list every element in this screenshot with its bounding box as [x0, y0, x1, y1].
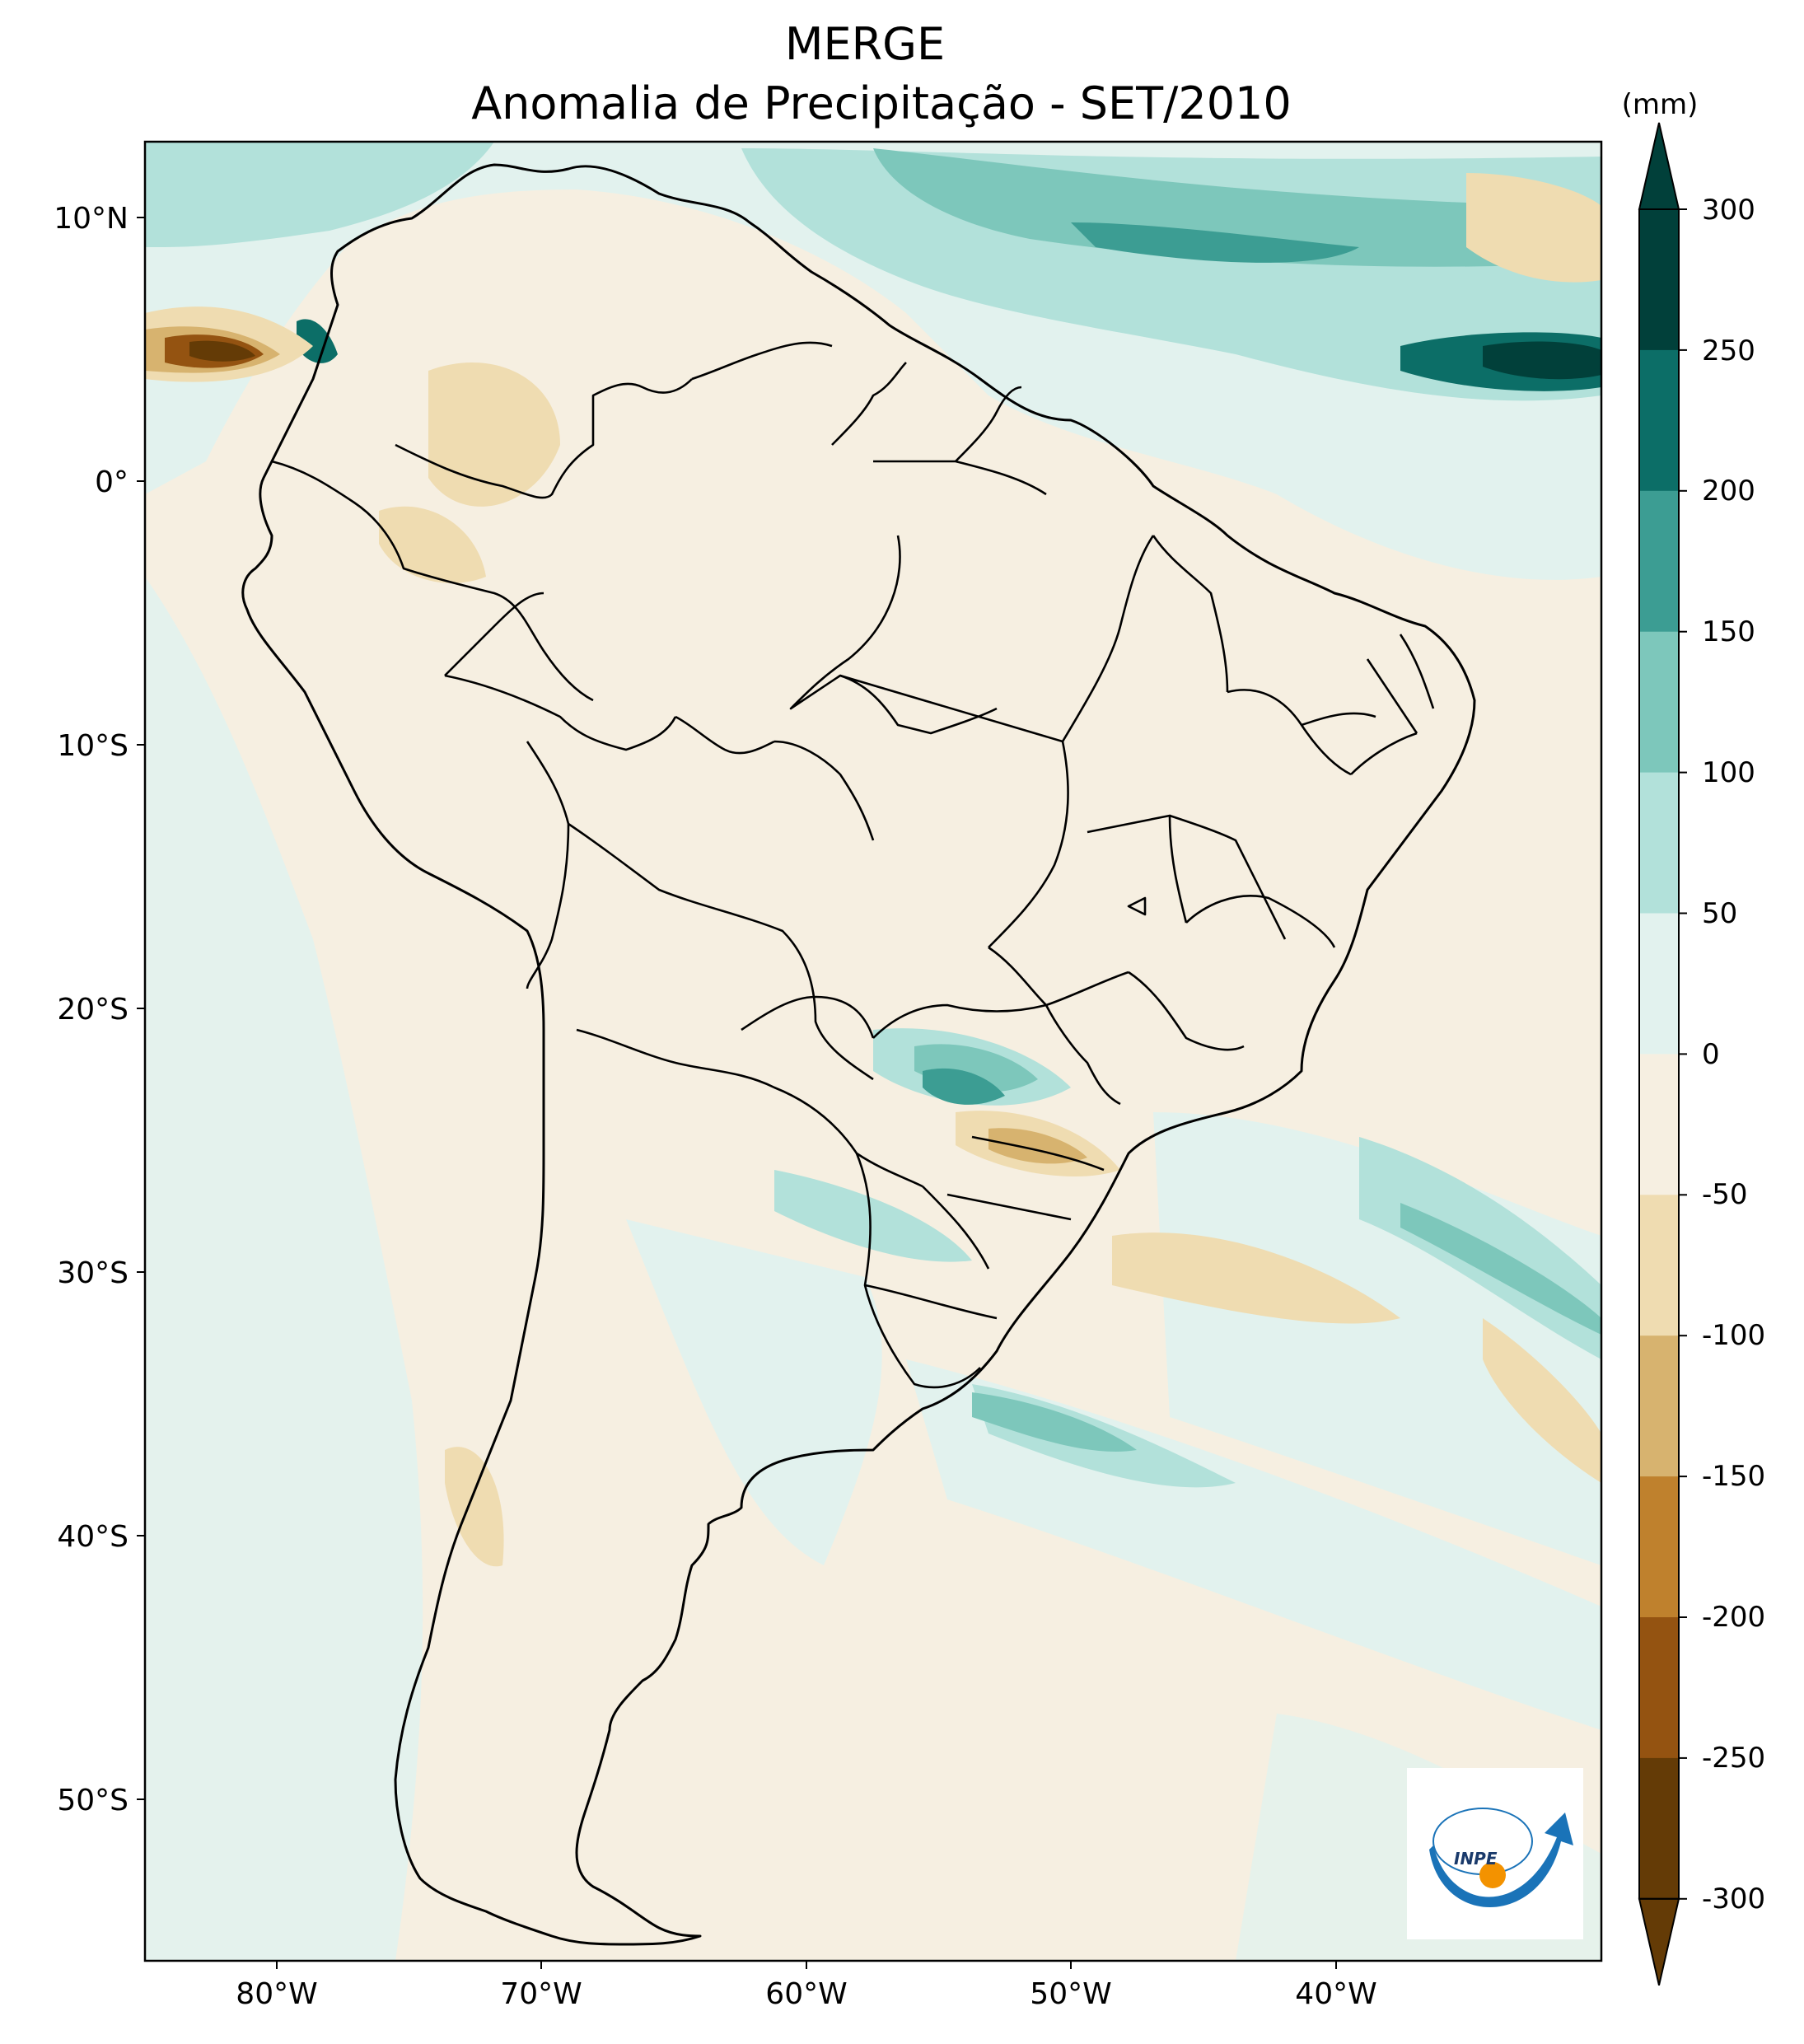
- continent-outline: [241, 163, 1476, 1946]
- colorbar-tick-label: 50: [1702, 897, 1737, 930]
- colorbar-tick-label: -250: [1702, 1742, 1765, 1775]
- colorbar-segment: [1639, 1617, 1679, 1759]
- colorbar-segment: [1639, 1757, 1679, 1900]
- colorbar-tick-label: 200: [1702, 475, 1755, 507]
- colorbar-segment: [1639, 1476, 1679, 1618]
- colorbar-tick-label: -50: [1702, 1178, 1748, 1211]
- colorbar-tick-label: -100: [1702, 1319, 1765, 1352]
- lat-axis: 10°N 0° 10°S 20°S 30°S 40°S 50°S: [54, 202, 145, 1817]
- colorbar-extend-min: [1638, 1897, 1680, 1986]
- colorbar: (mm) 300 250 200 150 100 50 0 -50 -100 -…: [1622, 88, 1765, 1986]
- country-borders: [271, 341, 1047, 1389]
- map-frame: [143, 140, 1603, 1962]
- colorbar-tick-label: -200: [1702, 1601, 1765, 1634]
- colorbar-segment: [1639, 631, 1679, 774]
- colorbar-segment: [1639, 1195, 1679, 1336]
- logo-text: INPE: [1454, 1849, 1498, 1869]
- colorbar-ticks: 300 250 200 150 100 50 0 -50 -100 -150 -…: [1702, 194, 1765, 1915]
- colorbar-segment: [1639, 913, 1679, 1055]
- lon-tick-label: 50°W: [1030, 1977, 1111, 2011]
- lon-tick-label: 70°W: [500, 1977, 582, 2011]
- lat-tick-label: 10°S: [57, 729, 129, 763]
- lon-tick-label: 60°W: [765, 1977, 847, 2011]
- lat-tick-label: 50°S: [57, 1784, 129, 1817]
- inpe-logo: INPE: [1407, 1768, 1583, 1939]
- colorbar-segments: [1638, 122, 1687, 1986]
- state-borders: [789, 535, 1435, 1320]
- colorbar-tick-label: 100: [1702, 756, 1755, 789]
- logo-swoosh-icon: [1429, 1812, 1573, 1908]
- colorbar-tick-label: 250: [1702, 334, 1755, 367]
- colorbar-segment: [1639, 1054, 1679, 1195]
- lat-tick-label: 20°S: [57, 993, 129, 1027]
- colorbar-tick-label: 150: [1702, 615, 1755, 648]
- colorbar-segment: [1639, 209, 1679, 351]
- colorbar-tick-label: -150: [1702, 1460, 1765, 1493]
- colorbar-tick-label: 300: [1702, 194, 1755, 227]
- lat-tick-label: 30°S: [57, 1256, 129, 1290]
- map-panel: [143, 140, 1603, 1962]
- colorbar-units: (mm): [1622, 88, 1699, 121]
- anomaly-field: [145, 142, 1601, 1961]
- lon-tick-label: 80°W: [236, 1977, 317, 2011]
- lat-tick-label: 0°: [95, 465, 129, 499]
- colorbar-segment: [1639, 1335, 1679, 1477]
- colorbar-tick-label: 0: [1702, 1038, 1720, 1071]
- title-line-2: Anomalia de Precipitação - SET/2010: [471, 77, 1292, 129]
- colorbar-tick-label: -300: [1702, 1883, 1765, 1915]
- lon-axis: 80°W 70°W 60°W 50°W 40°W: [236, 1961, 1377, 2011]
- colorbar-extend-max: [1638, 122, 1680, 210]
- lat-tick-label: 40°S: [57, 1520, 129, 1554]
- title-line-1: MERGE: [785, 18, 945, 70]
- lon-tick-label: 40°W: [1295, 1977, 1376, 2011]
- colorbar-segment: [1639, 349, 1679, 492]
- colorbar-segment: [1639, 772, 1679, 914]
- logo-sun-icon: [1479, 1862, 1506, 1888]
- colorbar-segment: [1639, 490, 1679, 633]
- lat-tick-label: 10°N: [54, 202, 129, 236]
